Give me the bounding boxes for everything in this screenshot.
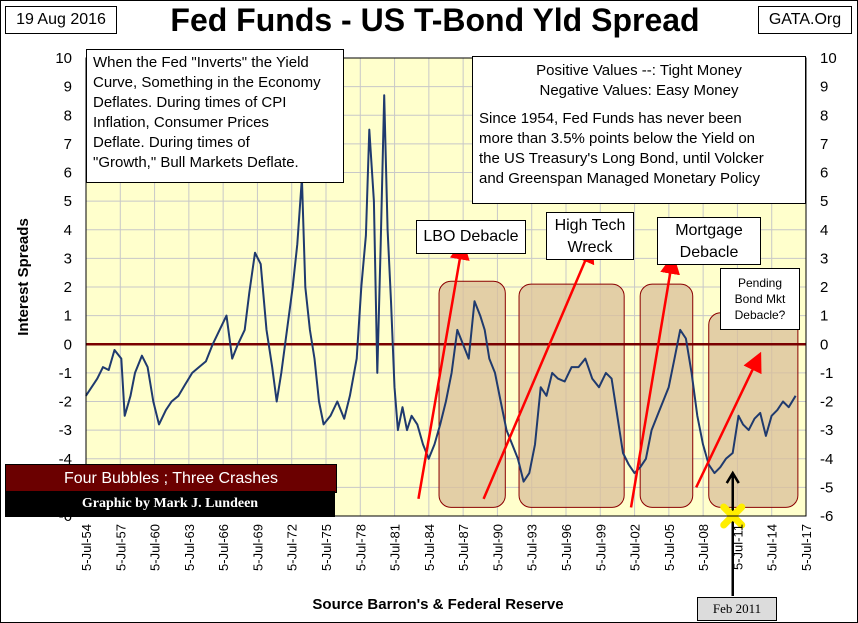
y-tick-label-left: 7 (64, 136, 72, 153)
x-tick-label: 5-Jul-96 (559, 524, 574, 571)
y-tick-label-right: 7 (820, 136, 828, 153)
y-tick-label-right: -2 (820, 394, 833, 411)
note-left: When the Fed "Inverts" the Yield Curve, … (86, 49, 344, 183)
x-tick-label: 5-Jul-60 (148, 524, 163, 571)
x-tick-label: 5-Jul-75 (319, 524, 334, 571)
x-tick-label: 5-Jul-02 (628, 524, 643, 571)
y-tick-label-left: 5 (64, 193, 72, 210)
y-tick-label-left: -3 (59, 422, 72, 439)
note-right-line1: Positive Values --: Tight Money (536, 62, 742, 79)
y-tick-label-right: 9 (820, 79, 828, 96)
y-tick-label-right: 6 (820, 165, 828, 182)
y-tick-label-left: 10 (55, 50, 72, 67)
plot-border (85, 57, 807, 517)
y-tick-label-right: -4 (820, 451, 833, 468)
y-tick-label-right: 10 (820, 50, 837, 67)
y-tick-label-right: 3 (820, 250, 828, 267)
x-tick-label: 5-Jul-78 (353, 524, 368, 571)
x-tick-label: 5-Jul-14 (765, 524, 780, 571)
x-tick-label: 5-Jul-66 (216, 524, 231, 571)
y-tick-label-right: 2 (820, 279, 828, 296)
y-tick-label-left: 9 (64, 79, 72, 96)
callout-lbo-debacle: LBO Debacle (416, 220, 526, 254)
y-tick-label-left: 4 (64, 222, 72, 239)
note-right-body: Since 1954, Fed Funds has never been mor… (479, 110, 764, 187)
chart-title: Fed Funds - US T-Bond Yld Spread (170, 2, 700, 38)
bubble-region (639, 283, 694, 508)
bubble-region (708, 312, 799, 508)
y-tick-label-right: 5 (820, 193, 828, 210)
y-tick-label-right: 0 (820, 336, 828, 353)
y-tick-label-right: -1 (820, 365, 833, 382)
callout-high-tech-wreck: High Tech Wreck (546, 212, 634, 260)
source-label: GATA.Org (758, 6, 852, 34)
note-right-line2: Negative Values: Easy Money (539, 82, 739, 99)
x-axis: 5-Jul-54 5-Jul-57 5-Jul-60 5-Jul-63 5-Jul-66… (79, 524, 814, 571)
y-tick-label-left: 2 (64, 279, 72, 296)
x-tick-label: 5-Jul-05 (662, 524, 677, 571)
y-tick-label-left: 6 (64, 165, 72, 182)
y-tick-label-left: -4 (59, 451, 72, 468)
x-tick-label: 5-Jul-90 (490, 524, 505, 571)
x-tick-label: 5-Jul-99 (593, 524, 608, 571)
date-label: 19 Aug 2016 (5, 6, 117, 34)
y-tick-label-right: -6 (820, 508, 833, 525)
x-tick-label: 5-Jul-81 (388, 524, 403, 571)
marker-arrowhead (725, 470, 740, 484)
x-tick-label: 5-Jul-69 (250, 524, 265, 571)
x-tick-label: 5-Jul-17 (799, 524, 814, 571)
y-tick-label-right: -3 (820, 422, 833, 439)
y-tick-label-left: -1 (59, 365, 72, 382)
x-tick-label: 5-Jul-57 (113, 524, 128, 571)
y-tick-label-left: 0 (64, 336, 72, 353)
x-axis-label: Source Barron's & Federal Reserve (312, 596, 564, 613)
x-tick-label: 5-Jul-54 (79, 524, 94, 571)
x-tick-label: 5-Jul-84 (422, 524, 437, 571)
x-tick-label: 5-Jul-93 (525, 524, 540, 571)
trend-arrow (629, 253, 680, 508)
x-tick-label: 5-Jul-11 (730, 524, 745, 570)
y-tick-label-left: 3 (64, 250, 72, 267)
author-credit: Graphic by Mark J. Lundeen (5, 491, 335, 517)
bubbles-caption: Four Bubbles ; Three Crashes (5, 464, 337, 493)
x-tick-label: 5-Jul-87 (456, 524, 471, 571)
trend-arrow (695, 351, 762, 488)
callout-pending-bond-debacle: Pending Bond Mkt Debacle? (720, 268, 800, 330)
trend-arrow (482, 242, 595, 500)
y-tick-label-right: 8 (820, 107, 828, 124)
trend-arrows (417, 239, 762, 508)
y-tick-label-right: 4 (820, 222, 828, 239)
y-tick-label-left: -2 (59, 394, 72, 411)
callout-mortgage-debacle: Mortgage Debacle (657, 217, 761, 265)
note-right: Positive Values --: Tight Money Negative… (472, 56, 806, 204)
x-tick-label: 5-Jul-08 (696, 524, 711, 571)
x-tick-label: 5-Jul-63 (182, 524, 197, 571)
y-tick-label-left: 8 (64, 107, 72, 124)
x-tick-label: 5-Jul-72 (285, 524, 300, 571)
y-tick-label-left: 1 (64, 308, 72, 325)
y-tick-label-right: 1 (820, 308, 828, 325)
bubble-region (518, 283, 625, 508)
y-axis-label: Interest Spreads (15, 218, 32, 336)
feb-2011-label: Feb 2011 (697, 597, 777, 621)
y-tick-label-right: -5 (820, 479, 833, 496)
trend-arrow (417, 239, 470, 500)
